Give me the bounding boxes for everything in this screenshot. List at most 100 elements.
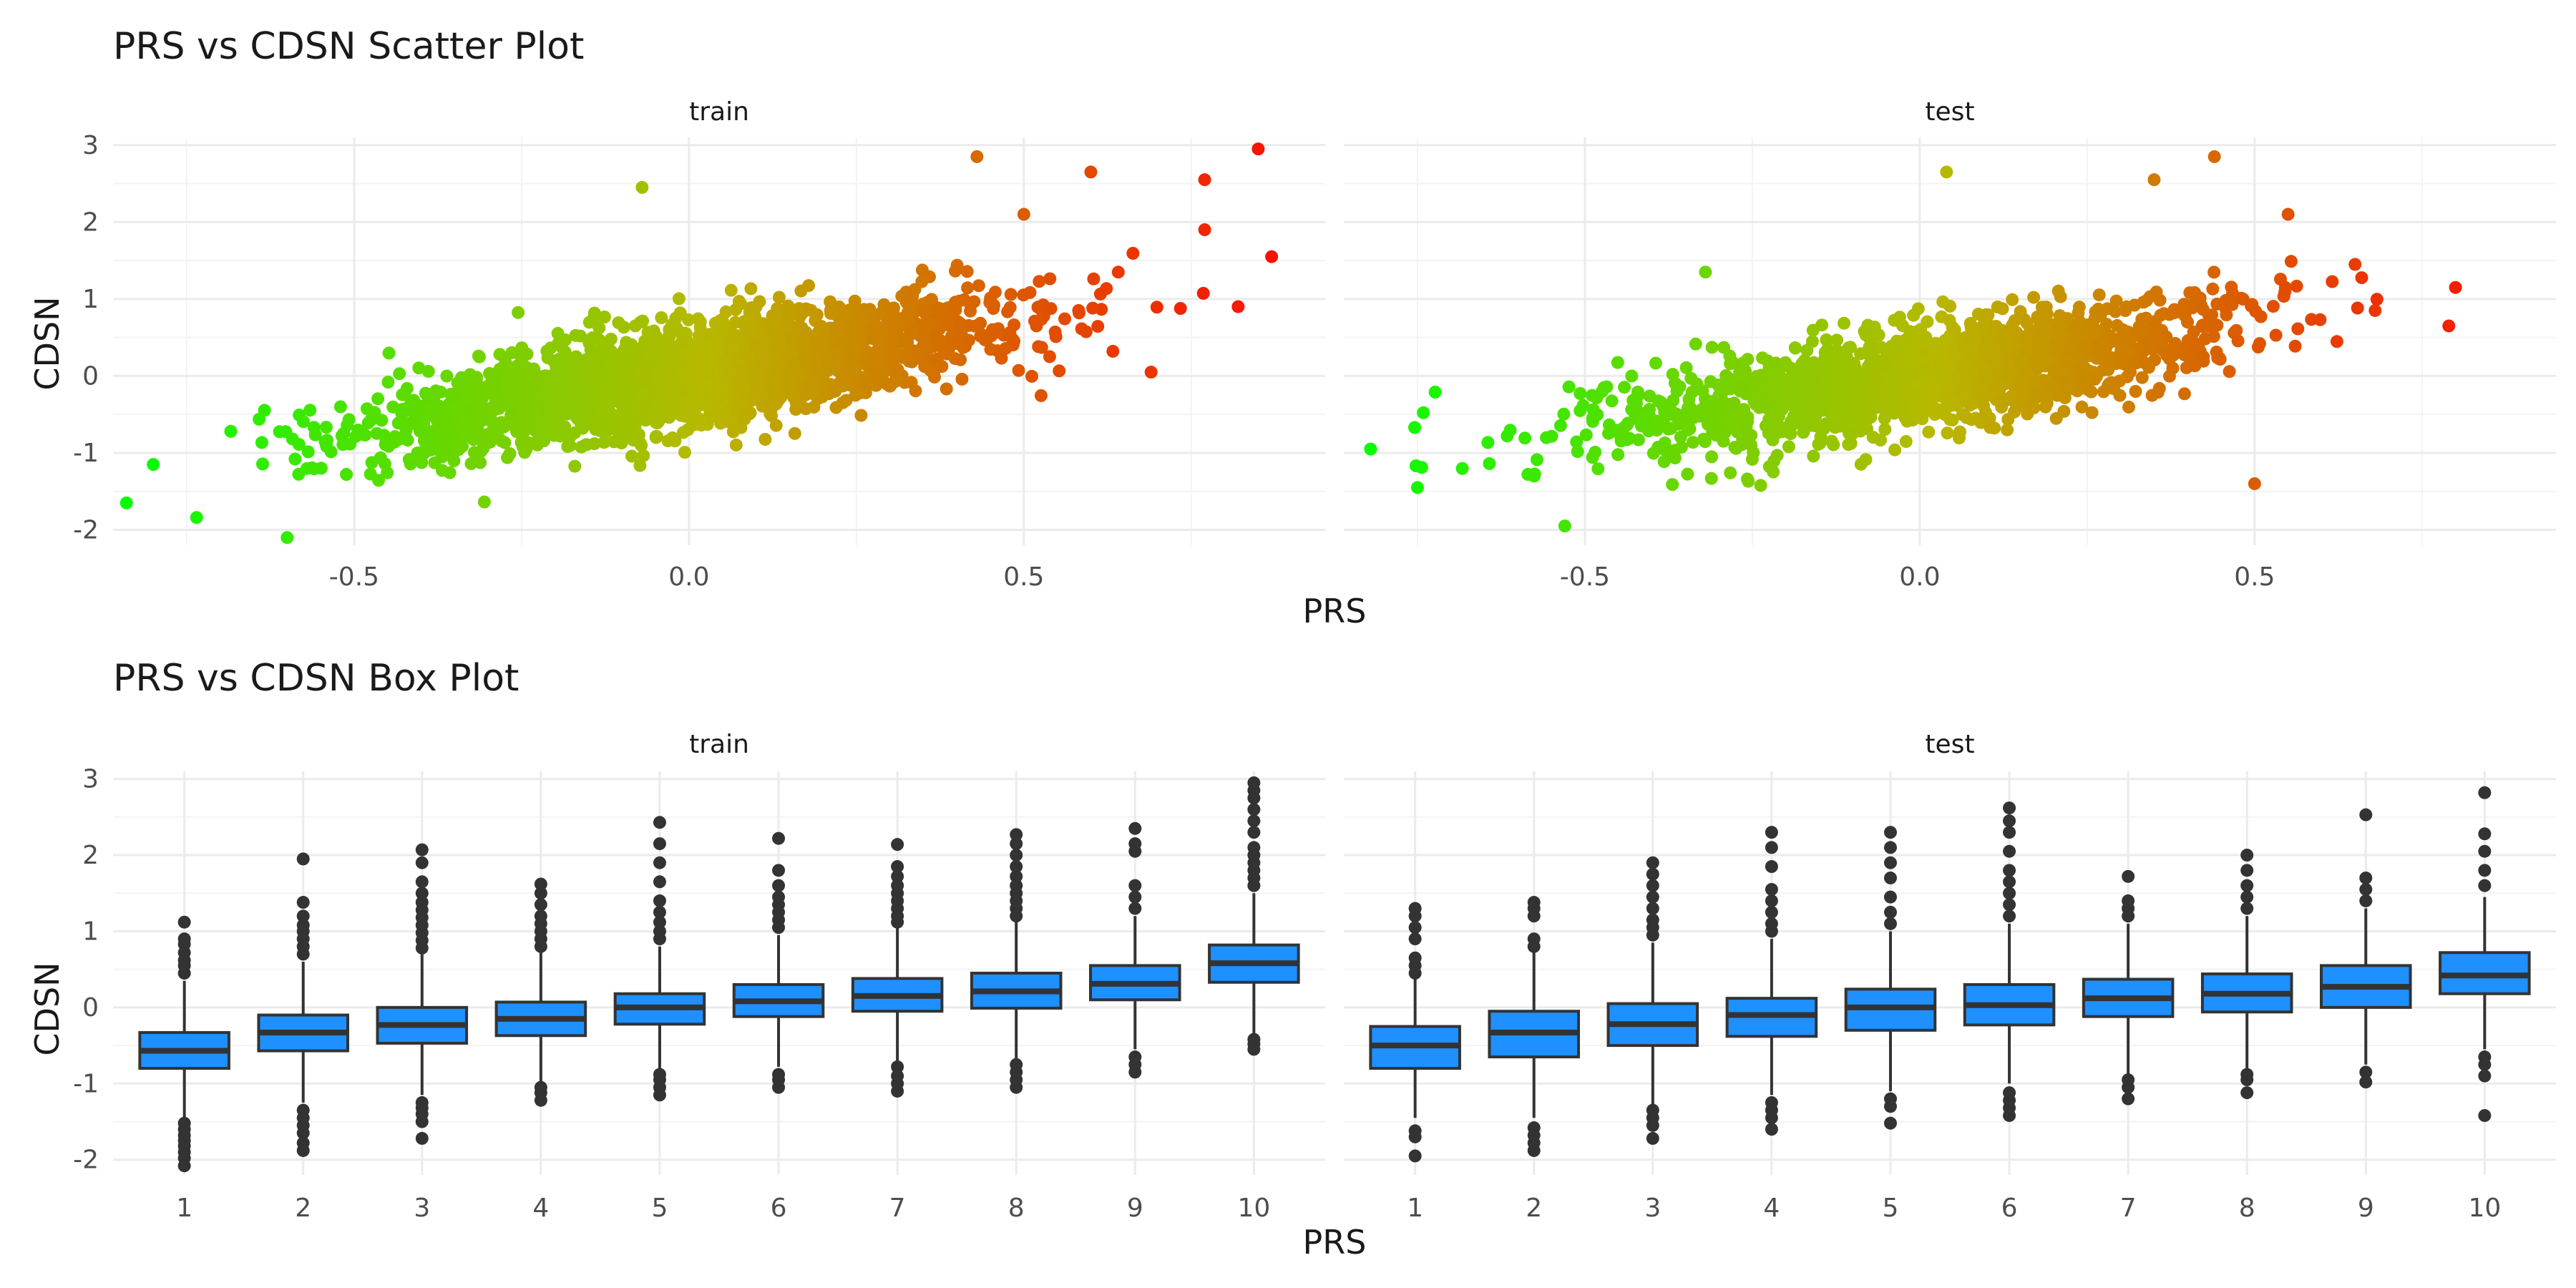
box-title: PRS vs CDSN Box Plot — [113, 657, 519, 700]
scatter-point — [504, 408, 518, 421]
scatter-point — [2015, 374, 2029, 388]
box-outlier-point — [1128, 1050, 1142, 1064]
scatter-point — [408, 409, 421, 423]
scatter-point — [1053, 364, 1066, 378]
scatter-point — [1815, 318, 1829, 332]
scatter-outlier-point — [2368, 303, 2382, 317]
box-y-tick-label: 1 — [82, 917, 99, 946]
scatter-point — [1870, 372, 1883, 386]
scatter-point — [1994, 377, 2008, 390]
box-outlier-point — [653, 816, 666, 829]
scatter-point — [992, 326, 1006, 339]
scatter-point — [1886, 400, 1900, 414]
scatter-point — [1943, 313, 1956, 327]
scatter-point — [758, 433, 772, 446]
scatter-point — [430, 407, 444, 421]
scatter-point — [2219, 302, 2233, 316]
box-6 — [732, 831, 825, 1094]
box-10 — [2439, 786, 2531, 1122]
scatter-title: PRS vs CDSN Scatter Plot — [113, 25, 584, 68]
scatter-point — [2109, 305, 2122, 318]
scatter-point — [766, 375, 779, 389]
scatter-point — [2284, 255, 2298, 268]
scatter-point — [2031, 335, 2044, 348]
scatter-point — [1705, 341, 1719, 354]
scatter-point — [1106, 344, 1120, 358]
scatter-point — [1043, 350, 1056, 364]
scatter-point — [525, 369, 539, 383]
scatter-point — [449, 390, 462, 404]
box-outlier-point — [653, 1068, 666, 1081]
scatter-point — [1888, 443, 1902, 457]
scatter-point — [1012, 364, 1025, 377]
scatter-point — [1754, 479, 1767, 492]
scatter-point — [693, 399, 706, 412]
scatter-point — [1730, 425, 1744, 439]
scatter-point — [1869, 385, 1882, 399]
scatter-point — [2072, 301, 2086, 314]
scatter-point — [650, 374, 663, 387]
scatter-point — [791, 367, 805, 381]
scatter-point — [1681, 414, 1694, 426]
scatter-point — [445, 403, 458, 416]
scatter-point — [818, 327, 831, 341]
scatter-point — [568, 459, 582, 473]
scatter-outlier-point — [1265, 250, 1279, 263]
scatter-point — [592, 333, 606, 347]
scatter-point — [771, 342, 784, 356]
scatter-point — [723, 367, 737, 381]
box-outlier-point — [891, 869, 904, 883]
scatter-point — [1710, 398, 1724, 411]
scatter-point — [545, 404, 558, 417]
scatter-point — [1455, 462, 1469, 475]
scatter-point — [781, 380, 794, 394]
scatter-point — [1908, 377, 1922, 391]
scatter-point — [1735, 380, 1748, 394]
scatter-point — [729, 438, 743, 452]
box-x-tick-label: 10 — [1237, 1194, 1270, 1223]
scatter-point — [620, 336, 633, 349]
scatter-y-tick-label: 3 — [82, 131, 99, 160]
scatter-point — [1654, 396, 1667, 409]
box-outlier-point — [177, 1116, 191, 1130]
scatter-point — [2168, 337, 2182, 350]
scatter-outlier-point — [1252, 142, 1265, 156]
scatter-point — [2163, 369, 2176, 383]
box-2 — [257, 852, 350, 1157]
scatter-point — [1590, 391, 1604, 404]
scatter-y-axis-label: CDSN — [28, 296, 67, 390]
scatter-point — [1669, 407, 1683, 421]
box-outlier-point — [1010, 849, 1023, 862]
scatter-point — [1807, 403, 1821, 416]
scatter-point — [473, 350, 486, 364]
box-outlier-point — [296, 852, 310, 866]
box-outlier-point — [415, 896, 429, 909]
scatter-point — [1721, 397, 1735, 411]
scatter-point — [1947, 348, 1961, 361]
scatter-point — [2092, 288, 2106, 302]
scatter-point — [2031, 353, 2045, 366]
scatter-point — [597, 311, 611, 323]
box-outlier-point — [1883, 1116, 1897, 1130]
scatter-point — [536, 420, 549, 434]
box-8 — [970, 828, 1063, 1094]
scatter-point — [702, 379, 716, 393]
box-y-tick-label: -1 — [73, 1069, 99, 1098]
box-outlier-point — [534, 898, 547, 912]
scatter-point — [597, 375, 610, 389]
scatter-point — [1732, 409, 1745, 422]
scatter-point — [1767, 465, 1780, 479]
scatter-point — [2077, 362, 2090, 376]
box-x-tick-label: 9 — [1127, 1194, 1143, 1223]
scatter-point — [2128, 298, 2141, 312]
box-outlier-point — [2478, 1050, 2492, 1064]
scatter-point — [2269, 328, 2283, 342]
scatter-point — [1643, 403, 1656, 416]
box-outlier-point — [1247, 841, 1261, 854]
scatter-point — [617, 321, 630, 334]
scatter-point — [545, 382, 557, 396]
scatter-outlier-point — [2248, 477, 2261, 490]
scatter-point — [1618, 381, 1631, 394]
scatter-point — [1586, 403, 1600, 416]
box-outlier-point — [653, 856, 666, 869]
